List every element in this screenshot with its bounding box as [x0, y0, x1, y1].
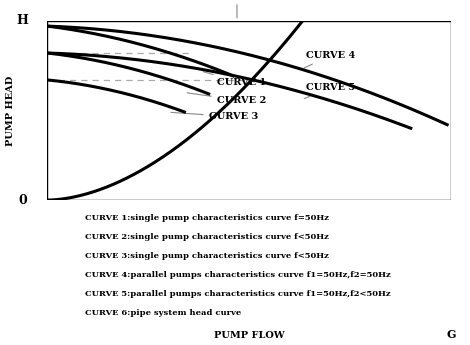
Text: CURVE 5: CURVE 5	[304, 83, 355, 99]
Text: PUMP HEAD: PUMP HEAD	[6, 75, 15, 146]
Text: CURVE 2: CURVE 2	[187, 93, 266, 105]
Text: CURVE 4: CURVE 4	[304, 51, 355, 68]
Text: CURVE 3: CURVE 3	[171, 112, 258, 121]
Text: 0: 0	[18, 194, 27, 207]
Text: PUMP FLOW: PUMP FLOW	[214, 331, 284, 340]
Text: CURVE 6:pipe system head curve: CURVE 6:pipe system head curve	[85, 309, 241, 317]
Text: CURVE 5:parallel pumps characteristics curve f1=50Hz,f2<50Hz: CURVE 5:parallel pumps characteristics c…	[85, 290, 390, 298]
Text: CURVE 6: CURVE 6	[212, 0, 262, 18]
Text: CURVE 3:single pump characteristics curve f<50Hz: CURVE 3:single pump characteristics curv…	[85, 252, 329, 260]
Text: CURVE 4:parallel pumps characteristics curve f1=50Hz,f2=50Hz: CURVE 4:parallel pumps characteristics c…	[85, 271, 391, 279]
Text: CURVE 1: CURVE 1	[203, 72, 266, 87]
Text: G: G	[446, 329, 456, 340]
Text: H: H	[17, 14, 29, 27]
Text: CURVE 2:single pump characteristics curve f<50Hz: CURVE 2:single pump characteristics curv…	[85, 233, 329, 241]
Text: CURVE 1:single pump characteristics curve f=50Hz: CURVE 1:single pump characteristics curv…	[85, 214, 329, 222]
